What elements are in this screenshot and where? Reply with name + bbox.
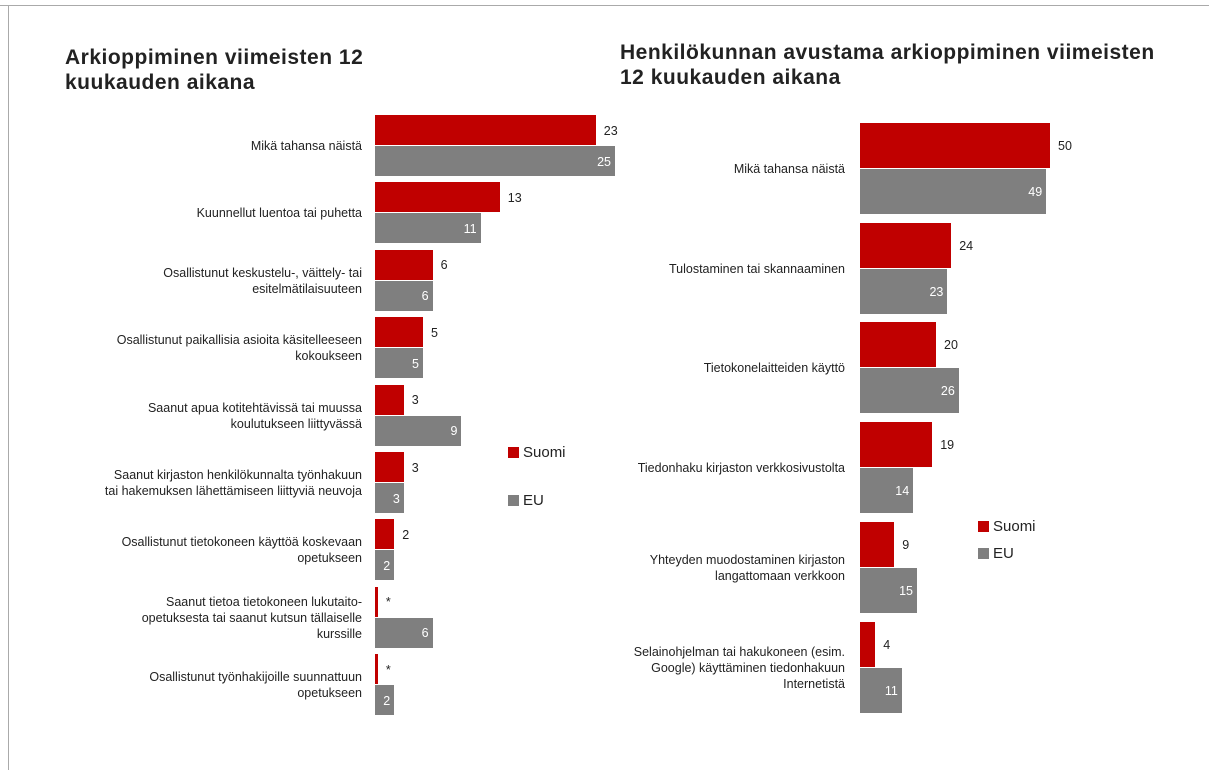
category-label: Mikä tahansa näistä [733, 162, 845, 176]
legend-item: EU [978, 545, 1014, 562]
bar [375, 654, 378, 685]
bar [860, 268, 948, 314]
category-label: Osallistunut tietokoneen käyttöä koskeva… [121, 535, 362, 566]
legend-item: Suomi [978, 518, 1036, 535]
legend-label: Suomi [993, 518, 1036, 535]
bar [375, 348, 423, 379]
value-label: * [385, 662, 391, 677]
category-label: Osallistunut työnhakijoille suunnattuun … [149, 670, 362, 701]
value-label: 3 [411, 460, 419, 475]
bar [375, 415, 462, 446]
legend-swatch [508, 447, 519, 458]
legend-swatch [978, 521, 989, 532]
bar [375, 317, 423, 348]
bar [375, 249, 433, 280]
value-label: 26 [940, 384, 955, 399]
legend-swatch [508, 495, 519, 506]
legend-item: Suomi [508, 444, 566, 461]
bar [375, 115, 596, 145]
value-label: 23 [929, 284, 944, 299]
bar [860, 368, 959, 414]
bar [375, 617, 433, 648]
legend-swatch [978, 548, 989, 559]
value-label: 13 [507, 190, 522, 205]
value-label: 23 [603, 123, 618, 138]
bar [860, 322, 936, 368]
frame-top [0, 5, 1209, 6]
category-label: Osallistunut keskustelu-, väittely- tai … [163, 265, 362, 296]
value-label: 25 [597, 154, 611, 169]
value-label: 24 [959, 238, 974, 253]
category-label: Selainohjelman tai hakukoneen (esim. Goo… [633, 644, 845, 691]
value-label: 2 [383, 558, 391, 573]
bar [860, 621, 876, 667]
value-label: 2 [402, 527, 410, 542]
value-label: * [385, 595, 391, 610]
category-label: Tietokonelaitteiden käyttö [703, 361, 845, 376]
bar [375, 452, 404, 482]
category-label: Saanut apua kotitehtävissä tai muussa ko… [147, 400, 362, 431]
value-label: 20 [944, 338, 958, 353]
value-label: 9 [902, 537, 910, 552]
bar [375, 280, 433, 311]
bar [375, 146, 615, 176]
legend-label: Suomi [523, 444, 566, 461]
chart-title: Arkioppiminen viimeisten 12 kuukauden ai… [65, 46, 364, 94]
category-label: Yhteyden muodostaminen kirjaston langatt… [649, 552, 845, 583]
bar [375, 384, 404, 415]
legend-label: EU [993, 545, 1014, 562]
bar [375, 213, 481, 244]
value-label: 3 [392, 491, 400, 506]
value-label: 14 [895, 484, 910, 499]
category-label: Saanut tietoa tietokoneen lukutaito-opet… [141, 594, 362, 641]
value-label: 11 [463, 221, 477, 236]
value-label: 49 [1028, 185, 1043, 199]
frame-left [8, 5, 9, 770]
value-label: 6 [421, 289, 429, 304]
chart-title: Henkilökunnan avustama arkioppiminen vii… [620, 41, 1155, 89]
value-label: 3 [411, 393, 419, 408]
category-label: Osallistunut paikallisia asioita käsitel… [116, 333, 362, 364]
category-label: Tulostaminen tai skannaaminen [668, 261, 845, 276]
legend-item: EU [508, 492, 544, 509]
bar [375, 586, 378, 617]
value-label: 5 [431, 325, 438, 340]
bar [375, 519, 395, 550]
bar [860, 222, 952, 268]
bar [375, 550, 395, 581]
value-label: 6 [421, 626, 429, 641]
value-label: 50 [1058, 139, 1072, 153]
value-label: 6 [440, 258, 448, 273]
bar [375, 685, 395, 716]
value-label: 11 [884, 683, 898, 698]
value-label: 9 [450, 424, 458, 439]
bar [860, 422, 933, 468]
value-label: 19 [940, 438, 955, 453]
bar [860, 169, 1047, 214]
bar [860, 123, 1050, 168]
value-label: 5 [412, 356, 419, 371]
category-label: Mikä tahansa näistä [250, 139, 362, 153]
bar [860, 521, 895, 567]
value-label: 15 [899, 583, 913, 598]
value-label: 2 [383, 693, 391, 708]
category-label: Kuunnellut luentoa tai puhetta [196, 206, 362, 221]
value-label: 4 [883, 637, 891, 652]
bar [860, 468, 914, 514]
bar [375, 182, 500, 213]
bar [375, 483, 404, 513]
bar [860, 567, 917, 613]
bar [860, 667, 902, 713]
category-label: Saanut kirjaston henkilökunnalta työnhak… [104, 468, 362, 498]
category-label: Tiedonhaku kirjaston verkkosivustolta [637, 461, 845, 476]
legend-label: EU [523, 492, 544, 509]
